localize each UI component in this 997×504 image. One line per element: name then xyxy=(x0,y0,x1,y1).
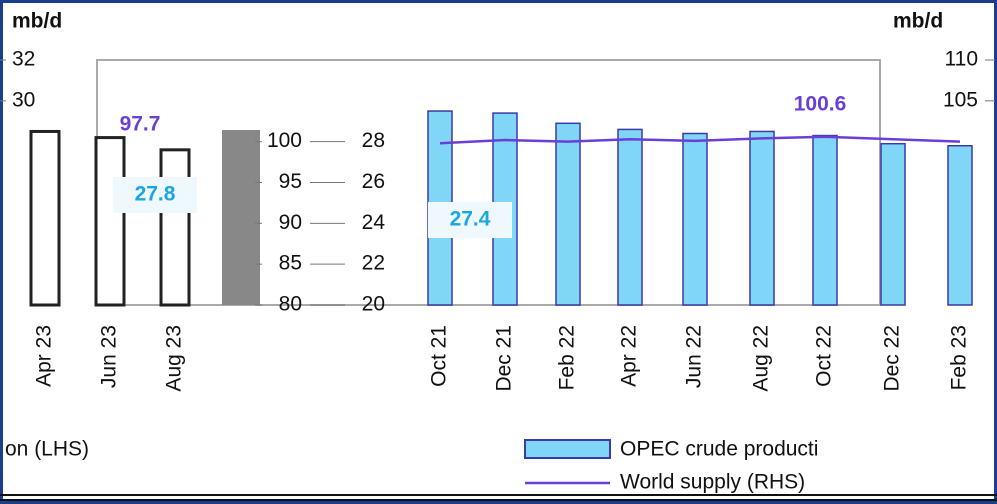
x-tick-label: Oct 22 xyxy=(813,325,836,387)
y-tick-label: 24 xyxy=(362,211,386,234)
bar xyxy=(159,148,191,307)
y-tick-label: 28 xyxy=(362,129,385,152)
bar xyxy=(880,142,906,306)
y-tick-label: 22 xyxy=(362,252,385,275)
annotation: 27.4 xyxy=(450,208,491,231)
annotation-box xyxy=(428,202,512,238)
glitch-block xyxy=(222,130,260,305)
x-tick-label: Aug 22 xyxy=(750,325,773,392)
bar xyxy=(947,145,973,306)
bar xyxy=(749,130,775,306)
y2-tick-label: 95 xyxy=(279,170,302,193)
y-tick-label: 30 xyxy=(12,88,35,111)
y-tick-label: 32 xyxy=(12,48,35,71)
x-tick-label: Jun 22 xyxy=(683,325,706,388)
y2-tick-label: 85 xyxy=(279,252,302,275)
x-tick-label: Oct 21 xyxy=(428,325,451,387)
y-tick-label: 20 xyxy=(362,293,385,316)
y2-tick-label: 90 xyxy=(279,211,302,234)
bar xyxy=(94,136,126,307)
y2-unit: mb/d xyxy=(893,10,943,33)
annotation: 27.8 xyxy=(135,183,176,206)
y-unit: mb/d xyxy=(12,10,62,33)
x-tick-label: Dec 22 xyxy=(881,325,904,392)
x-tick-label: Feb 23 xyxy=(948,325,971,390)
bar xyxy=(29,129,61,307)
x-tick-label: Apr 22 xyxy=(618,325,641,387)
annotation-box xyxy=(113,177,197,213)
y2-tick-label: 105 xyxy=(943,88,978,111)
bar xyxy=(555,122,581,306)
bar xyxy=(617,128,643,306)
legend-fragment: on (LHS) xyxy=(5,438,89,461)
y2-tick-label: 110 xyxy=(945,48,978,71)
x-tick-label: Apr 23 xyxy=(33,325,56,387)
y-tick-label: 26 xyxy=(362,170,385,193)
legend-label: OPEC crude producti xyxy=(620,438,818,461)
y2-tick-label: 80 xyxy=(279,293,302,316)
line xyxy=(439,135,961,145)
bar xyxy=(682,132,708,306)
legend-swatch xyxy=(524,439,611,459)
annotation: 100.6 xyxy=(794,93,847,116)
x-tick-label: Dec 21 xyxy=(493,325,516,392)
x-tick-label: Jun 23 xyxy=(98,325,121,388)
bar xyxy=(812,134,838,306)
x-tick-label: Feb 22 xyxy=(556,325,579,390)
annotation: 97.7 xyxy=(120,113,161,136)
legend-label: World supply (RHS) xyxy=(620,471,805,494)
y2-tick-label: 100 xyxy=(267,129,302,152)
x-tick-label: Aug 23 xyxy=(163,325,186,392)
